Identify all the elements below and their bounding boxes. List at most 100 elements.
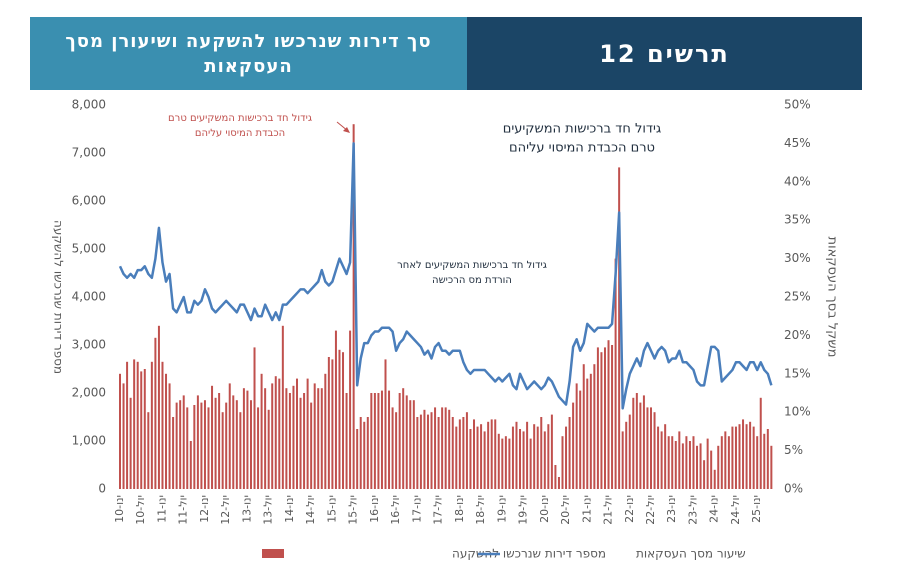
bar <box>161 361 164 489</box>
bar <box>749 421 752 489</box>
y-tick-label: 4,000 <box>72 290 106 304</box>
bar <box>554 465 557 489</box>
bar <box>611 345 614 489</box>
bar <box>320 388 323 489</box>
bar <box>193 405 196 489</box>
bar <box>260 373 263 489</box>
y2-tick-label: 5% <box>784 443 803 457</box>
bar <box>720 436 723 489</box>
bar <box>515 421 518 489</box>
bar <box>579 390 582 489</box>
bar <box>681 443 684 489</box>
bar <box>703 460 706 489</box>
x-tick-label: יול-11 <box>177 495 190 525</box>
bar <box>490 419 493 489</box>
y2-tick-label: 0% <box>784 482 803 496</box>
annotation: גידול חד ברכישות המשקיעים <box>503 122 662 137</box>
bar <box>504 436 507 489</box>
bar <box>692 436 695 489</box>
bar <box>639 402 642 489</box>
y-tick-label: 7,000 <box>72 146 106 160</box>
bar <box>688 441 691 489</box>
y-tick-label: 5,000 <box>72 242 106 256</box>
bar <box>398 393 401 489</box>
bar <box>770 445 773 489</box>
bar <box>133 359 136 489</box>
bar <box>221 412 224 489</box>
x-tick-label: ינו-12 <box>198 495 211 523</box>
x-tick-label: ינו-13 <box>240 495 253 523</box>
y2-tick-label: 50% <box>784 98 811 112</box>
y2-tick-label: 10% <box>784 405 811 419</box>
bar <box>317 388 320 489</box>
bar <box>373 393 376 489</box>
bar <box>246 390 249 489</box>
bar <box>334 330 337 489</box>
bar <box>426 414 429 489</box>
y-tick-label: 3,000 <box>72 338 106 352</box>
bar <box>593 364 596 489</box>
x-tick-label: יול-22 <box>644 495 657 525</box>
bar <box>483 431 486 489</box>
bar <box>717 445 720 489</box>
bar <box>607 340 610 489</box>
y2-tick-label: 35% <box>784 213 811 227</box>
bar <box>671 436 674 489</box>
bar <box>186 407 189 489</box>
bar <box>465 412 468 489</box>
x-tick-label: יול-13 <box>262 495 275 525</box>
bar <box>455 426 458 489</box>
bar <box>228 383 231 489</box>
y-tick-label: 8,000 <box>72 98 106 112</box>
bar <box>469 429 472 489</box>
bar <box>678 431 681 489</box>
bar <box>565 426 568 489</box>
bar <box>359 417 362 489</box>
bar <box>331 359 334 489</box>
legend-label: שיעור מסך העסקאות <box>636 547 746 561</box>
annotation: גידול חד ברכישות המשקיעים טרם <box>168 113 312 124</box>
y-tick-label: 6,000 <box>72 194 106 208</box>
bar <box>734 426 737 489</box>
x-tick-label: יול-19 <box>517 495 530 525</box>
bar <box>288 393 291 489</box>
bar <box>324 373 327 489</box>
bar <box>582 364 585 489</box>
chart-title: סך דירות שנרכשו להשקעה ושיעורן מסך העסקא… <box>30 17 467 90</box>
bar <box>299 397 302 489</box>
annotation: הכבדת המיסוי עליהם <box>195 128 285 139</box>
bar <box>207 407 210 489</box>
bar <box>391 407 394 489</box>
bar <box>242 388 245 489</box>
bar <box>349 330 352 489</box>
y2-tick-label: 15% <box>784 366 811 380</box>
bar <box>600 352 603 489</box>
bar <box>157 325 160 489</box>
bar <box>731 426 734 489</box>
bar <box>696 445 699 489</box>
bar <box>458 419 461 489</box>
annotation: טרם הכבדת המיסוי עליהם <box>509 141 655 156</box>
bar <box>179 400 182 489</box>
line <box>118 142 773 410</box>
bar <box>225 402 228 489</box>
bar <box>501 438 504 489</box>
x-tick-label: ינו-19 <box>495 495 508 523</box>
bar <box>377 393 380 489</box>
bar <box>416 417 419 489</box>
bar <box>476 426 479 489</box>
legend-label: מספר דירות שנרכשו להשקעה <box>452 547 606 561</box>
bar <box>738 424 741 489</box>
x-tick-label: יול-24 <box>729 495 742 525</box>
bar <box>140 371 143 489</box>
x-tick-label: ינו-22 <box>623 495 636 523</box>
x-tick-label: יול-18 <box>474 495 487 525</box>
annotation: הורדת מס הרכישה <box>432 275 512 286</box>
chart-label: תרשים 12 <box>467 17 862 90</box>
bar <box>448 409 451 489</box>
bar <box>603 347 606 489</box>
x-tick-label: ינו-17 <box>410 495 423 523</box>
bar <box>147 412 150 489</box>
bar <box>572 402 575 489</box>
